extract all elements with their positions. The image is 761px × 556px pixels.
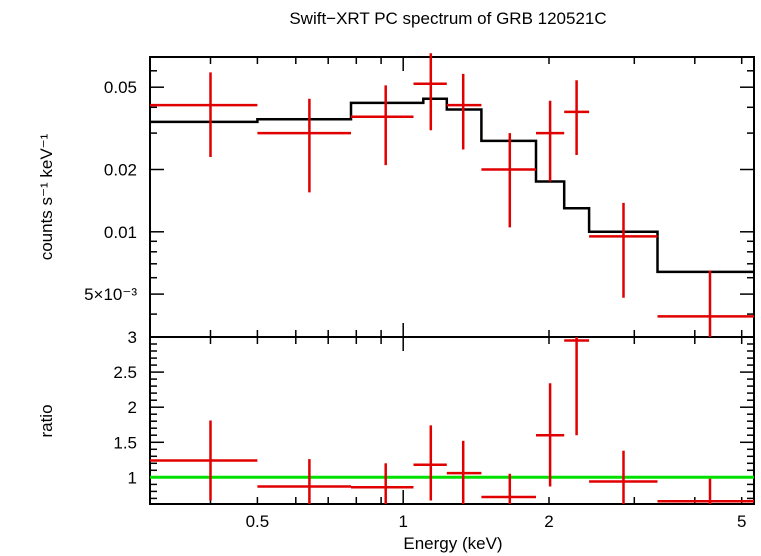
spectrum-point-2 — [257, 98, 351, 193]
y-axis-label-spectrum: counts s⁻¹ keV⁻¹ — [37, 133, 56, 260]
ratio-panel-frame — [149, 336, 755, 505]
ratio-point-1 — [150, 420, 258, 501]
y-tick-label: 2.5 — [113, 363, 137, 382]
ratio-point-2 — [257, 459, 351, 504]
spectrum-point-6 — [481, 133, 536, 228]
x-axis-label: Energy (keV) — [403, 534, 502, 553]
y-tick-label: 1 — [128, 468, 137, 487]
x-tick-label: 1 — [398, 512, 407, 531]
ratio-data-points — [150, 337, 754, 504]
chart-title: Swift−XRT PC spectrum of GRB 120521C — [289, 9, 606, 28]
y-tick-label: 2 — [128, 398, 137, 417]
spectrum-point-3 — [351, 85, 414, 166]
ratio-point-5 — [446, 440, 482, 504]
ratio-point-3 — [351, 463, 414, 504]
spectrum-point-9 — [589, 202, 658, 298]
y-axis-label-ratio: ratio — [37, 404, 56, 437]
spectrum-point-8 — [564, 80, 590, 155]
x-tick-label: 2 — [544, 512, 553, 531]
spectrum-point-7 — [536, 100, 565, 182]
x-tick-label: 0.5 — [246, 512, 270, 531]
ratio-point-9 — [589, 450, 658, 504]
spectrum-point-1 — [150, 72, 258, 157]
spectrum-point-4 — [413, 53, 447, 131]
ratio-point-4 — [413, 425, 447, 501]
tick-labels: 0.5 1 2 5 0.05 0.02 0.01 5×10⁻³ 3 2.5 2 1.5 1 — [84, 78, 746, 531]
y-tick-label: 0.01 — [104, 223, 137, 242]
ratio-point-8 — [564, 337, 590, 436]
ratio-point-7 — [536, 383, 565, 487]
axis-ticks — [149, 56, 754, 504]
y-tick-label: 1.5 — [113, 433, 137, 452]
spectrum-data-points — [150, 53, 754, 337]
spectrum-panel-frame — [149, 56, 755, 338]
model-curve — [150, 97, 754, 274]
spectrum-point-5 — [446, 73, 482, 150]
spectrum-point-10 — [657, 270, 754, 337]
y-tick-label: 0.02 — [104, 161, 137, 180]
ratio-point-10 — [657, 478, 754, 504]
y-tick-label: 5×10⁻³ — [84, 285, 137, 304]
model-step-curve — [150, 97, 754, 274]
y-tick-label: 0.05 — [104, 78, 137, 97]
ratio-point-6 — [481, 473, 536, 504]
x-tick-label: 5 — [737, 512, 746, 531]
y-tick-label: 3 — [128, 328, 137, 347]
